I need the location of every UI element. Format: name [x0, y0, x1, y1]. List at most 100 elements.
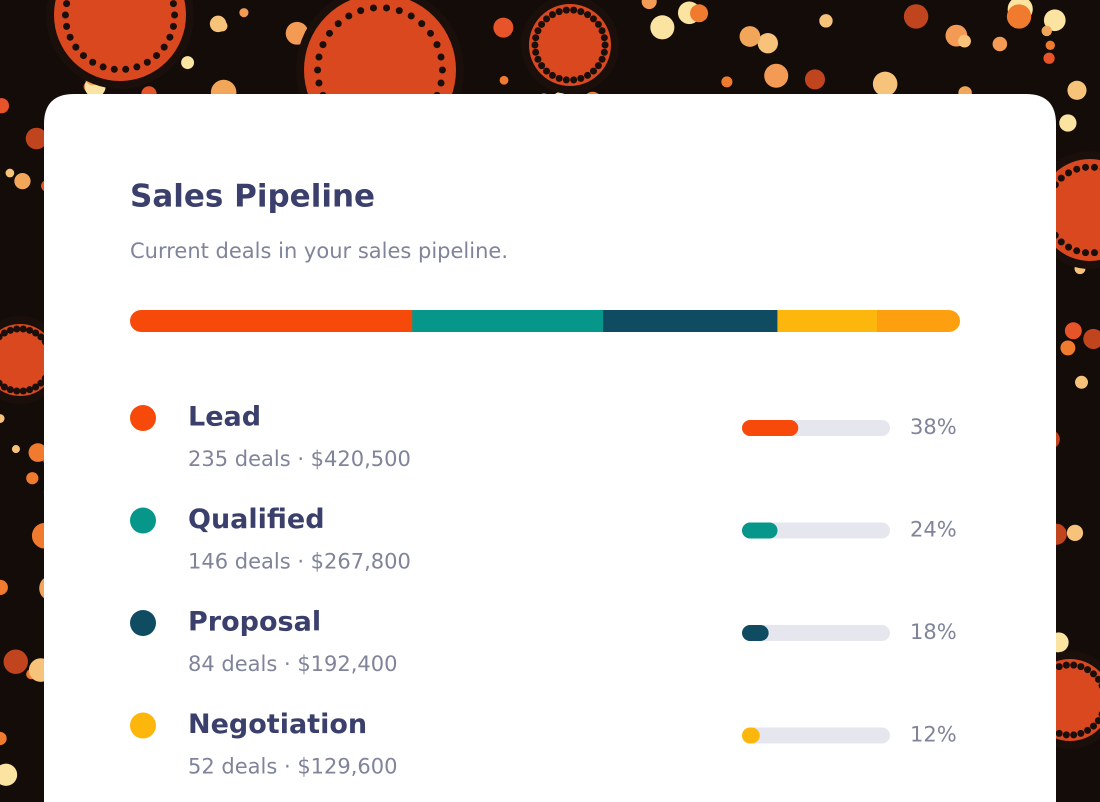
decor-dot [122, 65, 130, 73]
decor-dot [1094, 717, 1100, 725]
decor-dot [1082, 249, 1090, 257]
decor-dot [19, 387, 27, 395]
decor-dot [1090, 163, 1098, 171]
decor-dot [548, 11, 556, 19]
decor-dot [0, 763, 18, 786]
decor-dot [89, 58, 97, 66]
decor-dot [594, 20, 602, 28]
decor-dot [153, 52, 161, 60]
share-label: 38% [910, 415, 957, 439]
bar-segment [603, 310, 778, 332]
stage-name: Qualified [188, 504, 325, 535]
card-title: Sales Pipeline [130, 179, 375, 215]
decor-dot [992, 36, 1008, 52]
decor-dot [37, 379, 45, 387]
decor-dot [650, 15, 675, 40]
decor-dot [872, 71, 898, 97]
decor-dot [594, 62, 602, 70]
decor-dot [1077, 729, 1085, 737]
share-label: 12% [910, 723, 957, 747]
decor-dot [171, 11, 179, 19]
decor-dot [1070, 661, 1078, 669]
stage-dot [130, 712, 156, 739]
decor-dot [315, 79, 323, 87]
decor-dot [543, 15, 551, 23]
decor-dot [1065, 169, 1073, 177]
decor-dot [395, 7, 403, 15]
decor-dot [14, 173, 31, 190]
decor-dot [143, 58, 151, 66]
decor-dot [1043, 52, 1055, 64]
pipeline-bar [130, 310, 960, 332]
decor-dot [804, 69, 826, 90]
decor-dot [25, 127, 48, 150]
stage-row: Negotiation 52 deals · $129,600 12% [130, 709, 957, 779]
decor-dot [598, 27, 606, 35]
decor-dot [239, 8, 249, 18]
stage-name: Lead [188, 402, 261, 433]
share-label: 24% [910, 518, 957, 542]
decor-dot [11, 445, 20, 454]
decor-dot [418, 20, 426, 28]
share-label: 18% [910, 620, 957, 644]
decor-dot [433, 41, 441, 49]
bar-segment [877, 310, 960, 332]
decor-dot [319, 41, 327, 49]
decor-dot [19, 325, 27, 333]
decor-dot [1070, 731, 1078, 739]
decor-dot [577, 8, 585, 16]
decor-ring [46, 0, 194, 89]
decor-dot [438, 66, 446, 74]
decor-dot [570, 6, 578, 14]
stage-row: Proposal 84 deals · $192,400 18% [130, 607, 957, 676]
decor-dot [3, 649, 28, 674]
stage-detail: 235 deals · $420,500 [188, 447, 411, 471]
decor-dot [0, 731, 7, 746]
stage-row: Qualified 146 deals · $267,800 24% [130, 504, 957, 574]
decor-dot [26, 386, 34, 394]
decor-dot [1066, 524, 1084, 541]
decor-dot [26, 472, 39, 485]
share-track [742, 727, 890, 744]
decor-dot [1043, 9, 1066, 32]
decor-dot [739, 26, 761, 47]
decor-dot [1064, 322, 1082, 340]
decor-dot [1006, 4, 1032, 29]
decor-dot [538, 20, 546, 28]
decor-dot [1060, 340, 1076, 356]
decor-dot [958, 34, 971, 48]
decor-dot [369, 4, 377, 12]
share-bar [742, 420, 799, 436]
decor-dot [37, 333, 45, 341]
decor-dot [584, 71, 592, 79]
decor-dot [538, 62, 546, 70]
decor-dot [72, 43, 80, 51]
decor-dot [315, 53, 323, 61]
decor-dot [1090, 249, 1098, 257]
decor-dot [28, 443, 48, 462]
decor-dot [407, 12, 415, 20]
stage-name: Negotiation [188, 709, 367, 740]
bar-segments [130, 310, 960, 332]
decor-dot [110, 65, 118, 73]
decor-dot [600, 34, 608, 42]
decor-dot [0, 379, 3, 387]
decor-dot [584, 11, 592, 19]
stage-detail: 146 deals · $267,800 [188, 550, 411, 574]
decor-dot [426, 29, 434, 37]
decor-dot [63, 0, 71, 8]
decor-dot [600, 48, 608, 56]
decor-dot [437, 53, 445, 61]
decor-dot [532, 34, 540, 42]
decor-dot [1084, 726, 1092, 734]
decor-dot [1062, 661, 1070, 669]
share-track [742, 625, 890, 641]
decor-dot [1065, 243, 1073, 251]
decor-dot [169, 0, 177, 8]
share-bar [742, 727, 760, 744]
decor-dot [169, 22, 177, 30]
decor-dot [548, 71, 556, 79]
decor-dot [61, 11, 69, 19]
decor-dot [534, 55, 542, 63]
